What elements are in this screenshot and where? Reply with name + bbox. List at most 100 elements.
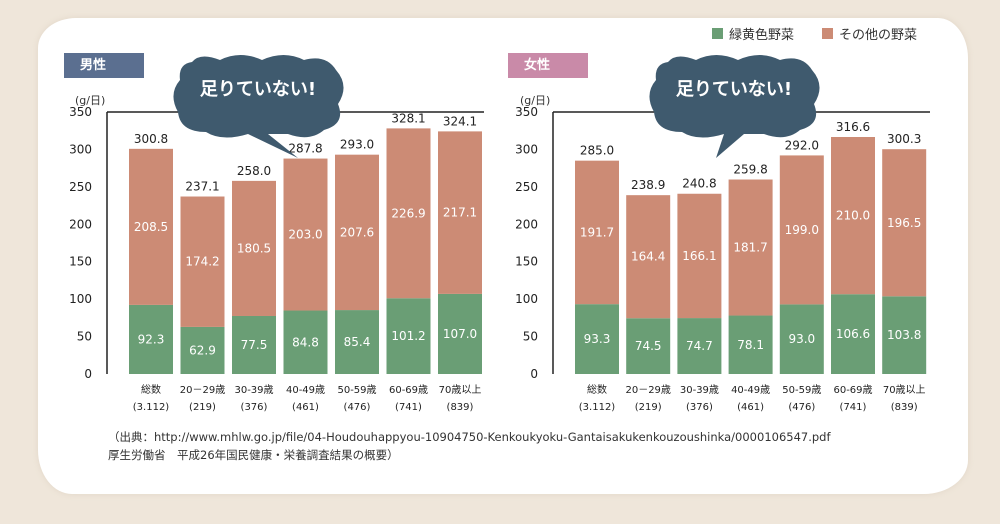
x-tick-count: (476)	[344, 402, 371, 413]
bar-segment-green	[831, 294, 875, 374]
x-tick-count: (376)	[686, 402, 713, 413]
x-tick-count: (3.112)	[133, 402, 170, 413]
x-tick-count: (219)	[189, 402, 216, 413]
y-tick-label: 0	[84, 367, 92, 381]
y-tick-label: 150	[515, 255, 538, 269]
data-label-other: 196.5	[887, 216, 921, 230]
x-tick-count: (219)	[635, 402, 662, 413]
bar-segment-green	[232, 315, 276, 374]
bar-segment-other	[626, 195, 671, 319]
bar-segment-other	[129, 148, 173, 305]
data-label-total: 258.0	[237, 164, 271, 178]
bar-segment-other	[728, 179, 773, 316]
data-label-green: 74.7	[686, 339, 713, 353]
x-tick-count: (741)	[395, 402, 422, 413]
data-label-other: 181.7	[733, 241, 767, 255]
y-tick-label: 250	[69, 180, 92, 194]
x-tick-label: 総数	[141, 383, 161, 396]
bar-segment-green	[626, 318, 671, 374]
x-tick-count: (741)	[840, 402, 867, 413]
data-label-total: 293.0	[340, 138, 374, 152]
bar-segment-green	[677, 318, 722, 374]
data-label-other: 226.9	[391, 206, 425, 220]
bar-segment-green	[386, 298, 431, 374]
source-line-2: 厚生労働省 平成26年国民健康・栄養調査結果の概要）	[108, 448, 399, 462]
y-tick-label: 50	[523, 330, 538, 344]
bar-segment-other	[882, 149, 927, 297]
bar-segment-green	[180, 326, 225, 374]
x-tick-count: (839)	[891, 402, 918, 413]
x-tick-label: 20－29歳	[180, 384, 225, 396]
bar-segment-other	[831, 137, 875, 295]
data-label-total: 237.1	[185, 180, 219, 194]
x-tick-label: 70歳以上	[439, 384, 482, 396]
bar-segment-green	[575, 304, 619, 374]
y-tick-label: 0	[530, 367, 538, 381]
x-tick-label: 50-59歳	[337, 384, 376, 396]
legend-swatch-green	[712, 28, 723, 39]
speech-bubble-female: 足りていない!	[646, 54, 824, 164]
y-tick-label: 300	[515, 142, 538, 156]
legend-item-other: その他の野菜	[822, 24, 917, 43]
x-tick-label: 40-49歳	[286, 384, 325, 396]
data-label-total: 259.8	[733, 163, 767, 177]
data-label-other: 210.0	[836, 209, 870, 223]
legend-item-green: 緑黄色野菜	[712, 24, 794, 43]
data-label-other: 166.1	[682, 249, 716, 263]
bubble-text-female: 足りていない!	[676, 79, 792, 100]
x-tick-label: 20－29歳	[625, 384, 670, 396]
legend: 緑黄色野菜 その他の野菜	[712, 24, 917, 43]
x-tick-count: (3.112)	[579, 402, 616, 413]
data-label-other: 180.5	[237, 241, 271, 255]
data-label-total: 324.1	[443, 114, 477, 128]
data-label-green: 77.5	[241, 338, 268, 352]
panel-label-male: 男性	[64, 53, 144, 78]
y-tick-label: 50	[77, 330, 92, 344]
y-tick-label: 200	[515, 217, 538, 231]
data-label-total: 328.1	[391, 111, 425, 125]
data-label-green: 101.2	[391, 329, 425, 343]
bar-segment-other	[677, 193, 722, 319]
data-label-other: 203.0	[288, 228, 322, 242]
bubble-text-male: 足りていない!	[200, 79, 316, 100]
x-tick-count: (839)	[447, 402, 474, 413]
bar-segment-other	[180, 196, 225, 327]
panel-label-female: 女性	[508, 53, 588, 78]
data-label-green: 107.0	[443, 327, 477, 341]
data-label-green: 106.6	[836, 327, 870, 341]
bar-segment-green	[728, 315, 773, 374]
x-tick-label: 40-49歳	[731, 384, 770, 396]
y-tick-label: 350	[69, 105, 92, 119]
bar-segment-other	[232, 180, 276, 316]
data-label-other: 208.5	[134, 220, 168, 234]
data-label-green: 92.3	[138, 332, 165, 346]
x-tick-label: 30-39歳	[680, 384, 719, 396]
bar-segment-other	[283, 158, 328, 311]
x-tick-count: (476)	[788, 402, 815, 413]
data-label-other: 199.0	[785, 223, 819, 237]
data-label-total: 316.6	[836, 120, 870, 134]
x-tick-label: 30-39歳	[234, 384, 273, 396]
y-tick-label: 300	[69, 142, 92, 156]
data-label-other: 191.7	[580, 225, 614, 239]
speech-bubble-male: 足りていない!	[170, 54, 348, 164]
y-tick-label: 200	[69, 217, 92, 231]
data-label-green: 93.0	[788, 332, 815, 346]
data-label-total: 285.0	[580, 144, 614, 158]
y-tick-label: 150	[69, 255, 92, 269]
data-label-total: 287.8	[288, 142, 322, 156]
bar-segment-other	[438, 131, 482, 294]
legend-label-green: 緑黄色野菜	[729, 28, 795, 43]
bar-segment-green	[882, 296, 927, 374]
x-tick-label: 総数	[587, 383, 607, 396]
bar-segment-other	[386, 128, 431, 299]
data-label-other: 207.6	[340, 225, 374, 239]
x-tick-count: (376)	[241, 402, 268, 413]
bar-segment-other	[575, 160, 619, 305]
data-label-green: 103.8	[887, 328, 921, 342]
legend-label-other: その他の野菜	[839, 28, 918, 43]
data-label-total: 300.3	[887, 132, 921, 146]
x-tick-label: 60-69歳	[389, 384, 428, 396]
data-label-other: 217.1	[443, 206, 477, 220]
